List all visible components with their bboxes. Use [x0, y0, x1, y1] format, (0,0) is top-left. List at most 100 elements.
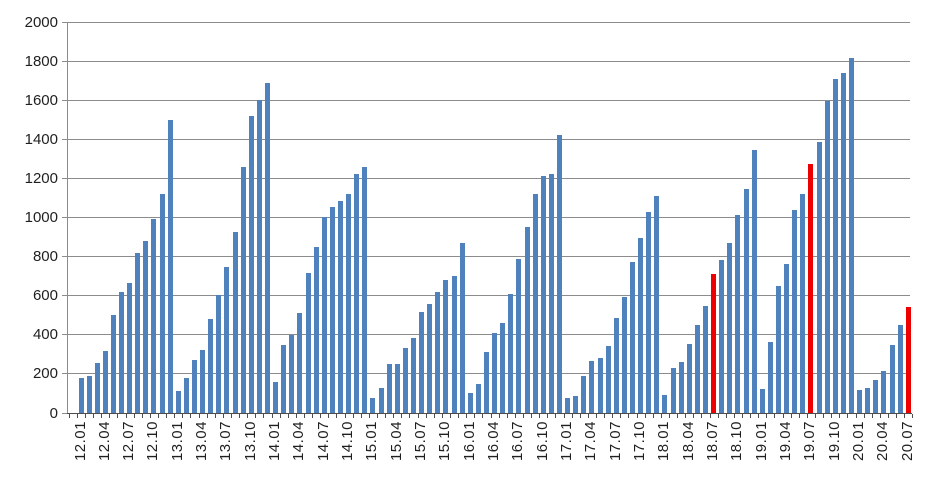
y-axis-label: 1000	[24, 209, 58, 226]
bar	[354, 174, 360, 413]
x-axis-tick	[85, 414, 87, 418]
bar	[589, 361, 595, 413]
x-axis-tick	[312, 414, 314, 418]
bar	[78, 378, 84, 413]
x-axis-label: 17.10	[631, 421, 649, 462]
bar	[492, 333, 498, 413]
x-axis-tick	[133, 414, 135, 418]
bar	[386, 364, 392, 413]
gridline	[67, 177, 910, 179]
x-axis-tick	[547, 414, 549, 418]
bar	[597, 358, 603, 413]
y-axis-line	[67, 22, 68, 414]
x-axis-tick	[255, 414, 257, 418]
bar	[256, 100, 262, 413]
bar	[183, 378, 189, 413]
x-axis-tick	[320, 414, 322, 418]
bar	[192, 360, 198, 413]
bar	[767, 342, 773, 413]
gridline	[67, 295, 910, 297]
bar	[605, 346, 611, 413]
bar	[265, 83, 271, 413]
x-axis-tick	[231, 414, 233, 418]
bar	[484, 352, 489, 413]
bar	[816, 142, 822, 413]
bar	[889, 345, 895, 413]
x-axis-label: 17.04	[582, 421, 600, 462]
x-axis-tick	[458, 414, 460, 418]
x-axis-tick	[417, 414, 419, 418]
bar	[694, 325, 700, 413]
bar	[865, 388, 871, 413]
bar	[540, 176, 546, 413]
x-axis-tick	[450, 414, 451, 418]
bar	[832, 79, 838, 413]
bar	[573, 396, 579, 413]
x-axis-tick	[709, 414, 711, 418]
bar	[662, 395, 668, 413]
bar	[646, 212, 652, 413]
bar	[102, 351, 108, 413]
y-axis-label: 600	[32, 287, 58, 305]
x-axis-tick	[806, 414, 808, 418]
bar	[784, 264, 790, 413]
x-axis-tick	[377, 414, 378, 418]
x-axis-tick	[198, 414, 200, 418]
x-axis-label: 17.01	[558, 421, 576, 462]
x-axis-tick	[587, 414, 589, 418]
x-axis-label: 14.10	[339, 421, 357, 462]
x-axis-tick	[263, 414, 265, 418]
x-axis-tick	[644, 414, 646, 418]
x-axis-label: 13.04	[193, 421, 211, 462]
x-axis-tick	[385, 414, 387, 418]
x-axis-tick	[352, 414, 354, 418]
x-axis-line	[67, 413, 912, 414]
x-axis-label: 15.07	[412, 421, 430, 462]
x-axis-label: 16.01	[460, 421, 478, 462]
x-axis-tick	[758, 414, 760, 418]
x-axis-tick	[612, 414, 614, 418]
y-axis-tick	[62, 177, 67, 179]
x-axis-tick	[717, 414, 719, 418]
x-axis-tick	[158, 414, 160, 418]
bar	[362, 167, 368, 413]
highlighted-bar	[808, 164, 814, 413]
x-axis-tick	[652, 414, 654, 418]
x-axis-tick	[847, 414, 849, 418]
bar	[516, 259, 522, 413]
bar	[224, 267, 230, 413]
x-axis-tick	[182, 414, 184, 418]
bar	[459, 243, 465, 413]
x-axis-tick	[636, 414, 638, 418]
x-axis-label: 13.01	[168, 421, 186, 462]
x-axis-label: 18.04	[679, 421, 697, 462]
bar	[775, 286, 781, 413]
bar	[532, 194, 538, 413]
x-axis-tick	[368, 414, 370, 418]
x-axis-tick	[174, 414, 176, 418]
x-axis-label: 18.01	[655, 421, 673, 462]
bar	[208, 319, 214, 413]
bar	[232, 232, 238, 413]
x-axis-tick	[863, 414, 865, 418]
x-axis-tick	[247, 414, 249, 418]
bar	[86, 376, 92, 413]
bar	[678, 362, 684, 413]
x-axis-label: 16.10	[533, 421, 551, 462]
y-axis-tick	[62, 217, 67, 218]
x-axis-label: 19.07	[801, 421, 819, 462]
bar	[240, 167, 246, 413]
x-axis-tick	[206, 414, 208, 418]
bar	[565, 398, 571, 413]
bar	[873, 380, 879, 413]
x-axis-tick	[271, 414, 273, 418]
bar	[848, 58, 854, 413]
x-axis-tick	[595, 414, 597, 418]
x-axis-tick	[506, 414, 508, 418]
x-axis-tick	[166, 414, 168, 418]
x-axis-tick	[539, 414, 541, 418]
bar	[167, 120, 173, 413]
bar	[135, 253, 141, 413]
bar	[281, 345, 287, 413]
